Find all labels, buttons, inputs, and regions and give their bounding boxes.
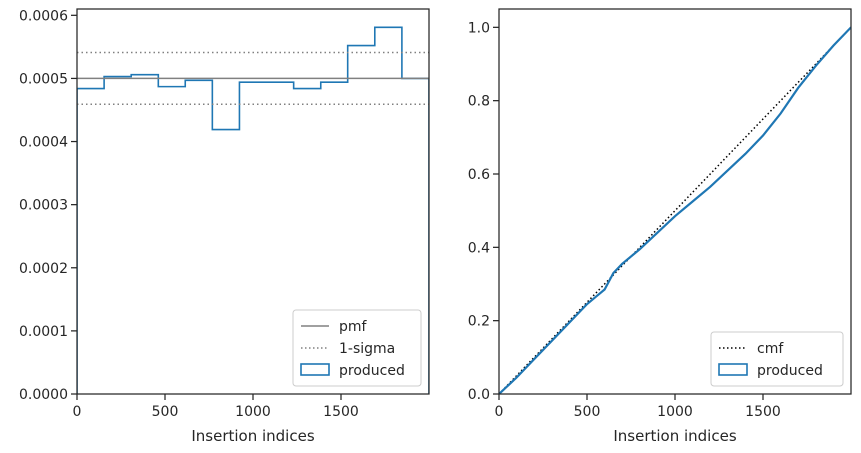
pmf-histogram-panel: 0 500 1000 1500 0.0000 0.0001 0.0002 0.0003 0.00… [19,8,430,445]
x-tick-label: 1000 [235,404,271,420]
legend-swatch-produced [718,363,748,376]
y-tick-label: 0.0003 [19,198,68,214]
x-tick-label: 500 [574,404,601,420]
y-tick-label: 0.0005 [19,71,68,87]
x-tick-label: 500 [152,404,179,420]
y-tick-label: 0.4 [468,240,490,256]
cmf-line [499,26,851,394]
legend-swatch-produced [300,363,330,376]
produced-line [499,26,851,394]
plot-area [77,26,429,394]
x-tick-label: 1000 [657,404,693,420]
legend-frame [292,309,422,387]
y-tick-label: 0.0 [468,387,490,403]
x-tick-label: 1500 [323,404,359,420]
cmf-line-panel: 0 500 1000 1500 0.0 0.2 0.4 0.6 0.8 1.0 Insertion … [468,8,852,445]
y-tick-label: 0.0002 [19,261,68,277]
x-tick-label: 1500 [745,404,781,420]
legend: cmf produced [710,331,844,387]
y-tick-label: 0.0006 [19,8,68,24]
x-tick-label: 0 [495,404,504,420]
y-tick-label: 0.0004 [19,135,68,151]
legend-label-produced: produced [757,363,823,379]
x-axis-label: Insertion indices [191,427,314,445]
y-tick-label: 1.0 [468,20,490,36]
legend-frame [710,331,844,387]
legend-label-pmf: pmf [339,319,368,335]
legend-label-1-sigma: 1-sigma [339,341,395,357]
y-tick-label: 0.8 [468,94,490,110]
y-tick-label: 0.0001 [19,324,68,340]
legend-label-produced: produced [339,363,405,379]
produced-step-histogram [77,26,429,394]
x-tick-label: 0 [73,404,82,420]
y-tick-label: 0.0000 [19,387,68,403]
legend: pmf 1-sigma produced [292,309,422,387]
plot-area [499,26,851,394]
x-axis-label: Insertion indices [613,427,736,445]
legend-label-cmf: cmf [757,341,784,357]
y-tick-label: 0.2 [468,314,490,330]
y-tick-label: 0.6 [468,167,490,183]
